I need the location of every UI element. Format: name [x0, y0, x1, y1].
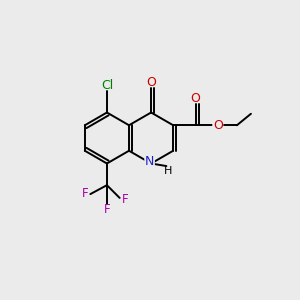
Text: O: O [213, 119, 223, 132]
Text: Cl: Cl [101, 79, 113, 92]
Text: F: F [104, 203, 111, 216]
Text: H: H [164, 167, 172, 176]
Text: O: O [190, 92, 200, 105]
Text: F: F [122, 193, 128, 206]
Text: O: O [146, 76, 156, 89]
Text: N: N [145, 155, 154, 169]
Text: F: F [82, 187, 88, 200]
